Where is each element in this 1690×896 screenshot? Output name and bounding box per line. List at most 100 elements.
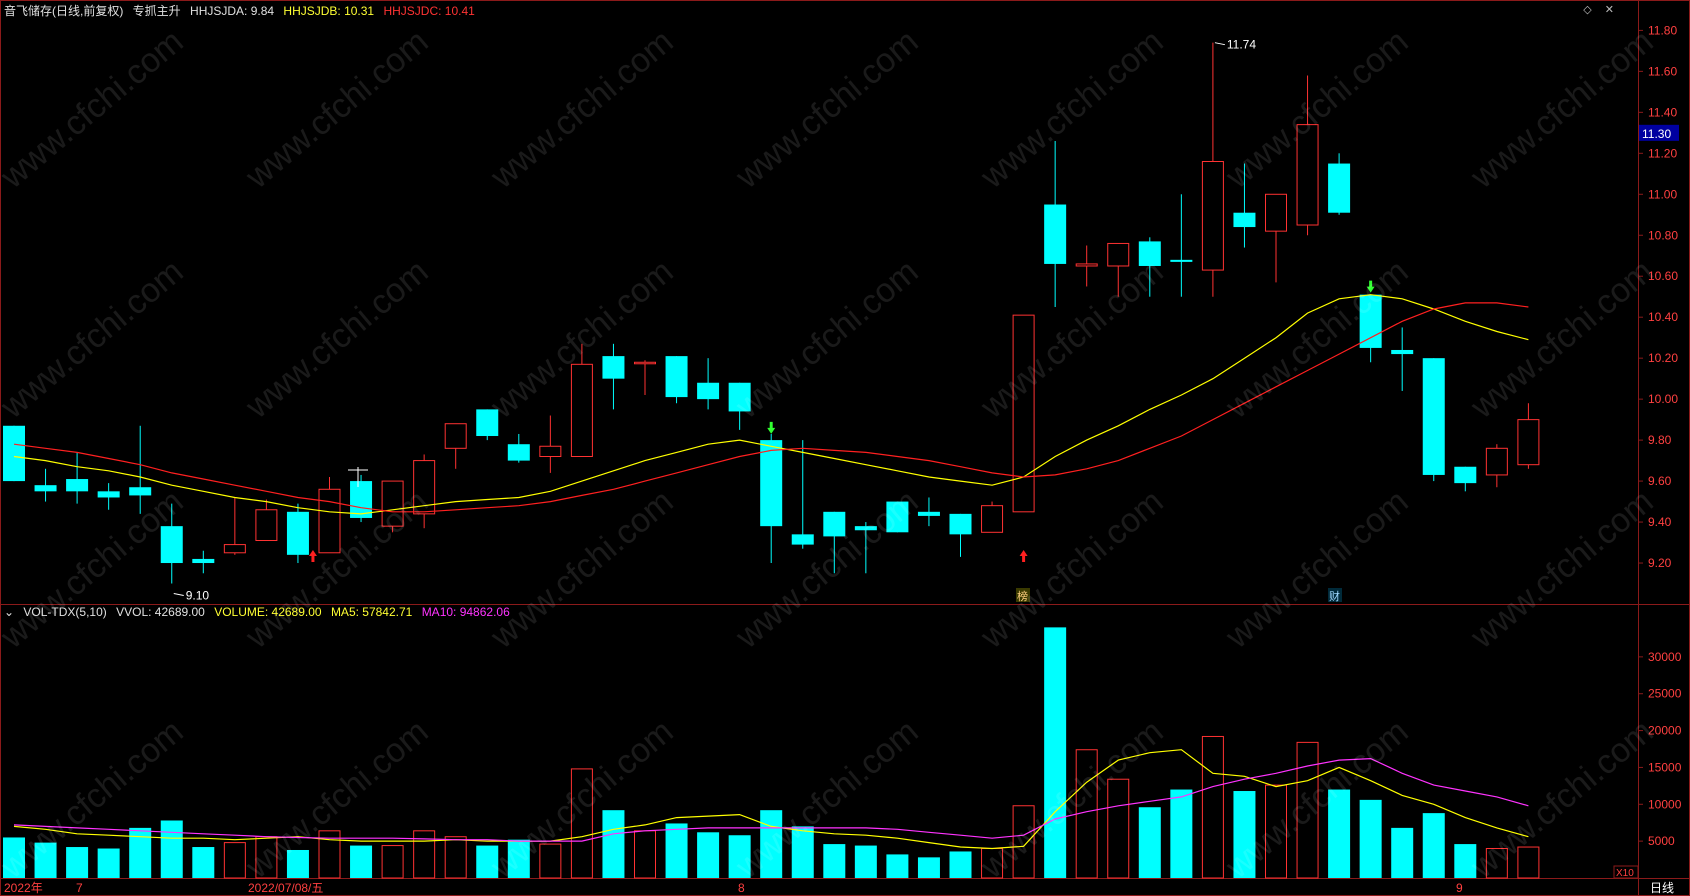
candle [760,433,783,564]
indicator-name[interactable]: 专抓主升 [132,4,181,18]
volume-bar [697,832,720,878]
candle-body [286,511,309,555]
volume-bar [1201,735,1224,879]
candle [823,511,846,574]
candle [791,440,814,549]
volume-bar [286,849,309,878]
candle [886,501,909,533]
price-axis-label: 10.00 [1648,392,1678,406]
bang-marker-box [1016,588,1030,602]
volume-bar [160,820,183,878]
candle [97,483,120,510]
candle-body [1517,419,1540,466]
price-axis-label: 9.40 [1648,515,1672,529]
vol-expand-icon[interactable]: ⌄ [4,605,15,619]
volume-bar [192,847,215,878]
vol-indicator-name[interactable]: VOL-TDX(5,10) [23,605,107,619]
candle-body [1044,204,1067,264]
low-pointer [173,593,184,597]
price-axis-label: 9.20 [1648,556,1672,570]
candle [1422,358,1445,482]
price-axis-label: 11.80 [1648,23,1677,37]
candle-body [3,425,25,482]
candle [476,409,499,441]
candle [66,452,89,504]
cai-marker: 财 [1329,589,1340,603]
candle-body [760,440,783,527]
volume-bar [949,851,972,878]
high-price-annotation: 11.74 [1227,38,1256,52]
volume-bar [1296,741,1319,879]
candle [539,415,562,473]
volume-bar [981,848,1004,879]
candle [1075,245,1098,287]
buy-arrow-icon [1019,550,1028,562]
hhjsjdc-value: HHJSJDC: 10.41 [383,4,475,18]
candle [602,343,625,410]
candle-body [791,534,814,545]
candle [381,480,404,533]
candle [1044,141,1067,307]
volume-bar [97,848,120,878]
volume-header: ⌄ VOL-TDX(5,10) VVOL: 42689.00 VOLUME: 4… [4,605,516,619]
volume-bar [1485,848,1508,879]
candle [350,474,373,523]
price-axis-label: 11.20 [1648,146,1677,160]
candle [949,513,972,557]
volume-axis-label: 15000 [1648,760,1682,774]
volume-bar [1328,789,1351,878]
cai-marker-box [1328,588,1342,602]
candle [413,454,436,529]
volume-bar [1107,778,1130,879]
volume-bar [1391,827,1414,878]
volume-bar [1233,791,1256,878]
volume-bar [255,836,278,879]
candle [1391,327,1414,391]
candle-body [255,509,278,541]
close-icon[interactable]: ✕ [1604,4,1614,16]
ma-yellow-line [13,294,1529,515]
candle [3,425,25,482]
volume-bar [634,830,656,879]
price-axis-label: 10.20 [1648,351,1678,365]
ma5-value: MA5: 57842.71 [330,605,413,619]
volume-axis-label: 25000 [1648,687,1682,701]
volume-bar [507,839,530,878]
candle-body [34,485,57,492]
candle-body [507,444,530,461]
candle [1454,466,1477,492]
candle [129,425,152,514]
candle-body [318,488,341,554]
candle-body [1422,358,1445,475]
hhjsjdb-value: HHJSJDB: 10.31 [283,4,375,18]
volume-bar [318,830,341,879]
candle-body [381,480,404,527]
candle [1517,403,1540,469]
candle-body [570,363,593,457]
volume-bar [34,842,57,878]
candle [1328,153,1351,215]
volume-bar [1044,627,1067,878]
diamond-icon[interactable]: ◇ [1583,4,1592,16]
candle-body [665,356,688,398]
volume-bar [476,845,499,878]
candle-body [539,445,562,458]
candle-body [1296,124,1319,226]
volume-bar [665,823,688,878]
candle-body [1265,193,1287,232]
volume-bar [1517,846,1540,879]
stock-title[interactable]: 音飞储存(日线,前复权) [4,4,124,18]
volume-bar [223,842,246,879]
volume-axis-label: 20000 [1648,724,1682,738]
candle-body [1454,466,1477,484]
candle [444,423,467,469]
volume-bar [129,827,152,878]
volume-bar [854,845,877,878]
volume-bar [381,845,404,879]
date-label: 9 [1456,881,1463,895]
price-axis-label: 11.60 [1648,64,1677,78]
candle [318,476,341,554]
volume-bar [1138,807,1161,878]
candle [854,522,877,574]
